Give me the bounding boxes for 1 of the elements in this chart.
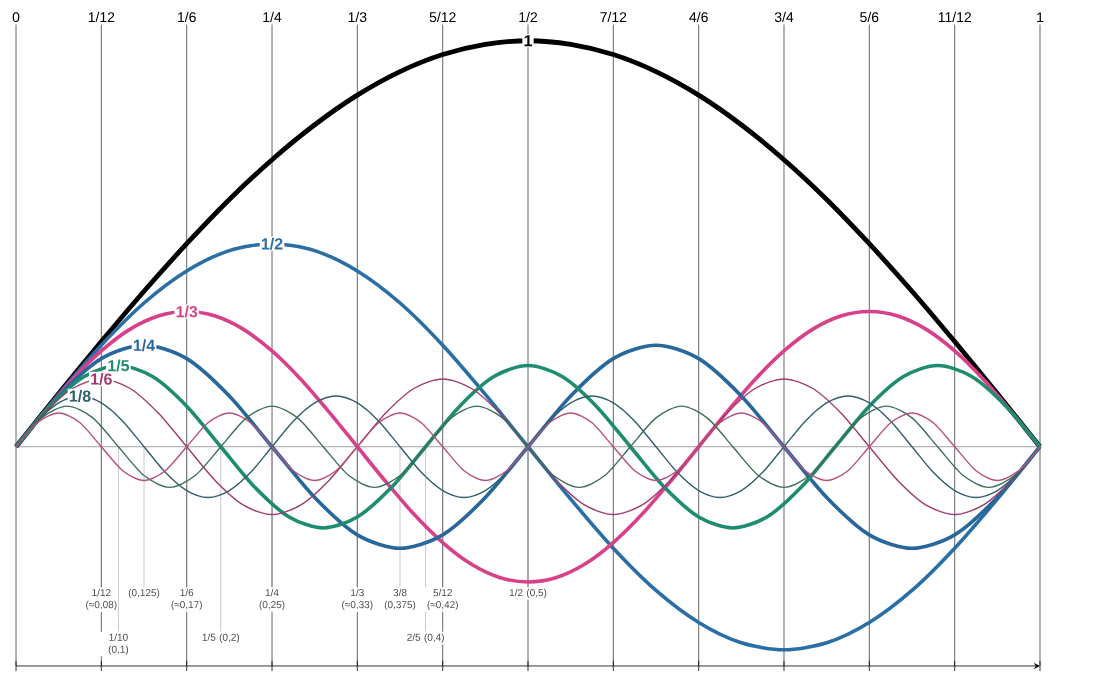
series-label: 1	[524, 35, 532, 47]
